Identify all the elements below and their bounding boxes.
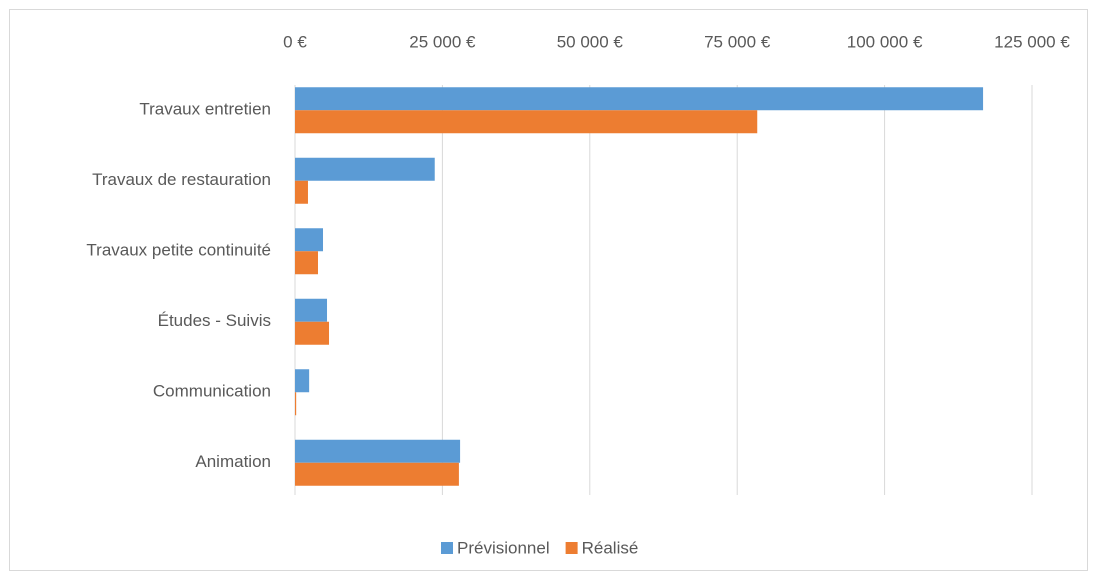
x-tick-label: 100 000 € xyxy=(847,32,923,51)
legend-label: Prévisionnel xyxy=(457,538,550,557)
bar xyxy=(295,298,328,322)
bar xyxy=(295,369,310,393)
bar xyxy=(295,87,984,111)
bar xyxy=(295,462,459,486)
legend-swatch xyxy=(441,542,453,554)
bar xyxy=(295,228,324,252)
bar xyxy=(295,321,330,345)
y-tick-label: Travaux de restauration xyxy=(92,170,271,189)
y-tick-label: Travaux petite continuité xyxy=(86,241,271,260)
legend-swatch xyxy=(565,542,578,554)
x-tick-label: 50 000 € xyxy=(557,32,624,51)
bar xyxy=(295,439,461,463)
y-tick-label: Animation xyxy=(195,452,271,471)
x-tick-label: 75 000 € xyxy=(704,32,771,51)
y-tick-label: Travaux entretien xyxy=(139,100,271,119)
bar xyxy=(295,251,318,275)
bar xyxy=(295,180,308,204)
x-tick-label: 125 000 € xyxy=(994,32,1070,51)
x-tick-label: 0 € xyxy=(283,32,307,51)
bar xyxy=(295,110,758,134)
bar xyxy=(295,392,297,416)
bar xyxy=(295,157,435,181)
y-tick-label: Communication xyxy=(153,382,271,401)
x-tick-label: 25 000 € xyxy=(409,32,476,51)
legend-label: Réalisé xyxy=(582,538,639,557)
y-tick-label: Études - Suivis xyxy=(158,311,271,330)
